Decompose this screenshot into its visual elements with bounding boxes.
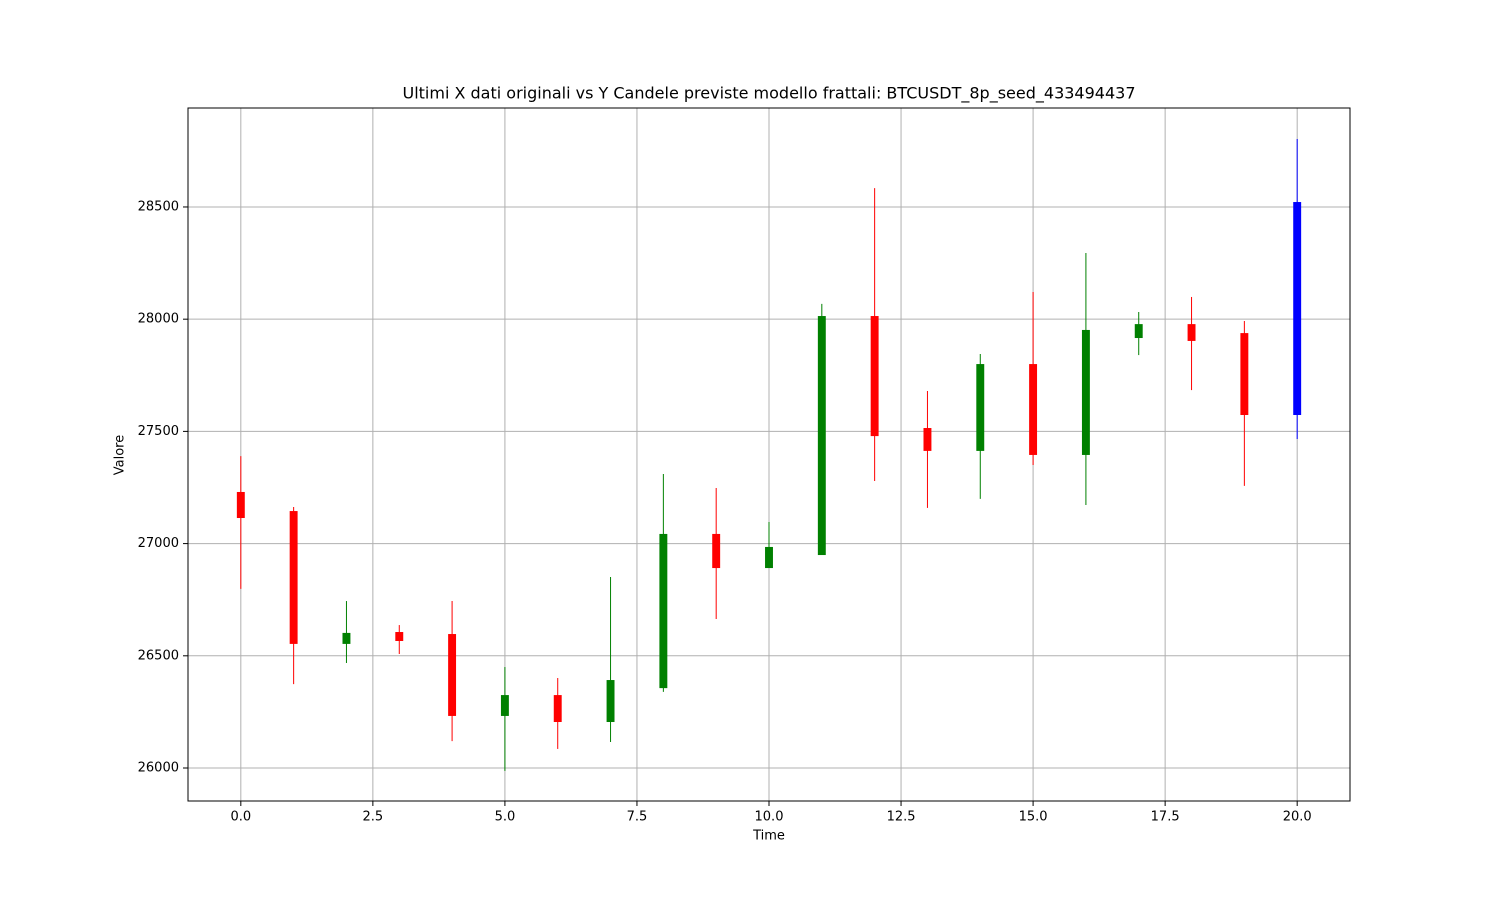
x-tick-label: 7.5 (627, 810, 648, 825)
candle-body (923, 428, 932, 451)
x-axis-label: Time (752, 829, 785, 844)
chart-title: Ultimi X dati originali vs Y Candele pre… (402, 84, 1135, 104)
y-tick-label: 27500 (138, 424, 179, 439)
y-tick-label: 26000 (138, 761, 179, 776)
candle-body (976, 364, 985, 451)
candle-body (765, 546, 773, 569)
candle-body (1240, 333, 1249, 416)
candle-body (289, 511, 298, 644)
candle-body (1134, 324, 1143, 339)
candle-body (870, 316, 879, 437)
candle-body (448, 634, 457, 716)
candle-body (395, 632, 404, 641)
plot-frame (187, 107, 1351, 802)
candle-body (1029, 364, 1038, 455)
candle-body (1187, 324, 1196, 341)
x-tick-label: 5.0 (495, 810, 516, 825)
candle-body (1081, 329, 1090, 455)
candle-body (500, 695, 509, 716)
candle-body (817, 316, 826, 556)
candle-body (712, 533, 721, 569)
candle-body (1293, 202, 1302, 416)
x-tick-label: 15.0 (1019, 810, 1048, 825)
x-tick-label: 12.5 (887, 810, 916, 825)
candle-body (236, 491, 245, 519)
x-tick-label: 20.0 (1283, 810, 1312, 825)
x-tick-label: 0.0 (230, 810, 251, 825)
y-axis-label: Valore (113, 435, 128, 475)
y-tick-label: 27000 (138, 536, 179, 551)
x-tick-label: 10.0 (755, 810, 784, 825)
candle-body (606, 680, 615, 723)
candle-body (553, 695, 562, 723)
x-tick-label: 2.5 (363, 810, 384, 825)
y-tick-label: 28000 (138, 312, 179, 327)
candle-body (342, 632, 351, 644)
y-tick-label: 26500 (138, 648, 179, 663)
candle-body (659, 533, 668, 689)
x-tick-label: 17.5 (1151, 810, 1180, 825)
y-tick-label: 28500 (138, 199, 179, 214)
